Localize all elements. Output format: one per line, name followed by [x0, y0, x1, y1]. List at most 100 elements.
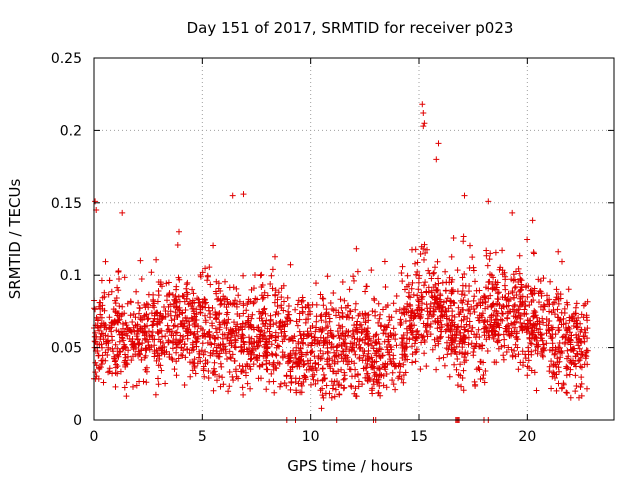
data-point — [434, 319, 441, 325]
data-point — [127, 327, 134, 334]
data-point — [165, 326, 172, 333]
data-point — [575, 314, 582, 321]
data-point — [475, 326, 482, 333]
data-point — [500, 356, 507, 363]
data-point — [581, 333, 588, 340]
data-point — [259, 317, 266, 324]
data-point — [487, 292, 494, 299]
data-point — [213, 329, 220, 336]
data-point — [400, 379, 407, 386]
data-point — [517, 287, 524, 294]
data-point — [512, 324, 518, 331]
data-point — [437, 317, 444, 324]
data-point — [188, 303, 195, 310]
data-point — [479, 300, 486, 307]
data-point — [196, 350, 203, 357]
data-point — [459, 274, 466, 281]
data-point — [338, 366, 345, 373]
data-point — [435, 140, 442, 147]
data-point — [466, 283, 473, 289]
data-point — [270, 366, 277, 373]
data-point — [323, 324, 330, 331]
data-point — [188, 314, 195, 321]
data-point — [221, 343, 228, 350]
data-point — [561, 340, 568, 347]
data-point — [398, 376, 405, 383]
data-point — [127, 312, 134, 319]
data-point — [306, 366, 312, 373]
data-point — [333, 347, 340, 354]
data-point — [323, 382, 330, 389]
data-point — [465, 328, 472, 335]
data-point — [116, 303, 123, 310]
data-point — [381, 338, 388, 345]
data-point — [364, 325, 371, 332]
data-point — [546, 296, 553, 303]
data-point — [236, 313, 243, 319]
data-point — [477, 358, 484, 365]
x-tick-label: 20 — [518, 429, 536, 445]
data-point — [119, 303, 126, 310]
data-point — [537, 278, 544, 284]
data-point — [206, 264, 213, 271]
data-point — [134, 321, 141, 328]
data-point — [197, 309, 204, 316]
data-point — [400, 372, 407, 379]
data-point — [102, 258, 109, 265]
data-point — [375, 365, 382, 372]
data-point — [327, 363, 334, 370]
data-point — [250, 338, 257, 345]
data-point — [226, 340, 233, 347]
data-point — [576, 357, 583, 364]
data-point — [104, 352, 111, 358]
data-point — [136, 378, 143, 385]
data-point — [349, 315, 356, 321]
data-point — [377, 323, 384, 330]
data-point — [258, 327, 265, 334]
data-point — [232, 344, 239, 351]
data-point — [283, 382, 290, 389]
data-point — [226, 284, 233, 291]
data-point — [304, 328, 311, 335]
data-point — [115, 310, 122, 317]
data-point — [222, 278, 228, 285]
data-point — [99, 361, 105, 367]
data-point — [407, 294, 414, 301]
data-point — [112, 369, 119, 376]
data-point — [269, 285, 276, 292]
data-point — [299, 351, 305, 358]
data-point — [173, 341, 180, 348]
data-point — [142, 345, 149, 352]
data-point — [432, 296, 439, 303]
data-point — [396, 369, 403, 376]
data-point — [555, 295, 562, 302]
data-point — [501, 304, 507, 310]
data-point — [101, 293, 108, 300]
data-point — [483, 336, 490, 343]
data-point — [352, 300, 359, 307]
data-point — [172, 330, 179, 336]
data-point — [567, 346, 574, 353]
data-point — [143, 300, 150, 307]
data-point — [457, 309, 464, 315]
data-point — [404, 272, 411, 279]
data-point — [441, 362, 448, 369]
data-point — [436, 324, 443, 331]
data-point — [484, 348, 491, 354]
data-point — [156, 318, 163, 325]
data-point — [370, 381, 377, 388]
data-point — [145, 301, 151, 308]
data-point — [258, 271, 265, 278]
data-point — [262, 320, 269, 327]
data-point — [349, 333, 356, 340]
data-point — [263, 352, 270, 358]
data-point — [180, 333, 187, 340]
data-point — [444, 339, 450, 346]
data-point — [338, 341, 345, 348]
data-point — [389, 377, 396, 384]
data-point — [446, 274, 453, 281]
data-point — [95, 352, 102, 359]
data-point — [465, 298, 472, 305]
data-point — [335, 309, 342, 316]
data-point — [348, 383, 355, 390]
